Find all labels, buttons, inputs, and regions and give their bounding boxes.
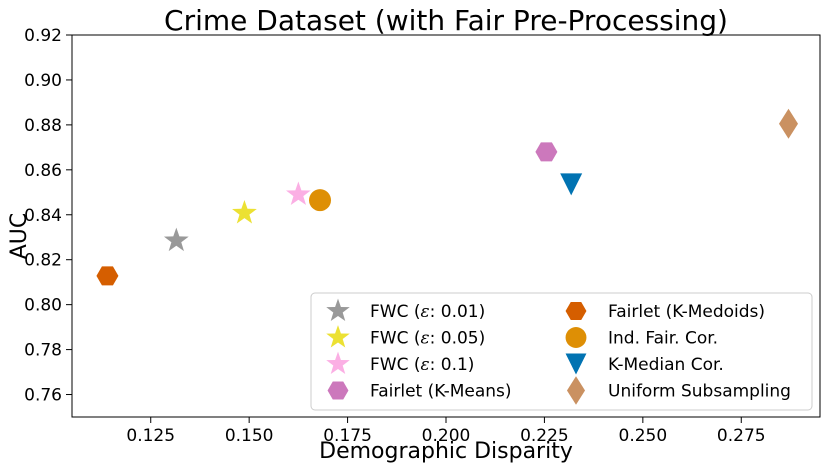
legend-label: Fairlet (K-Medoids) [608, 302, 765, 322]
legend-marker [326, 351, 350, 374]
y-axis-label: AUC [7, 213, 32, 260]
data-point [535, 142, 558, 162]
x-tick-label: 0.150 [225, 426, 274, 446]
data-point [560, 173, 583, 196]
legend-label: K-Median Cor. [608, 355, 724, 375]
legend-label: FWC (ε: 0.1) [370, 355, 474, 375]
y-tick-label: 0.82 [24, 251, 62, 271]
y-tick-label: 0.90 [24, 71, 62, 91]
chart-title: Crime Dataset (with Fair Pre-Processing) [164, 4, 728, 37]
data-point [286, 181, 311, 206]
x-axis-label: Demographic Disparity [319, 439, 573, 464]
x-tick-label: 0.200 [422, 426, 471, 446]
legend-label: Ind. Fair. Cor. [608, 329, 718, 349]
legend-marker [565, 353, 587, 375]
data-points [96, 108, 799, 286]
data-point [232, 199, 257, 224]
x-tick-label: 0.125 [126, 426, 175, 446]
x-axis: 0.125 0.150 0.175 0.200 0.225 0.250 0.275 [126, 417, 766, 446]
legend-marker [326, 298, 350, 321]
y-tick-label: 0.84 [24, 206, 62, 226]
legend-marker [566, 376, 586, 405]
y-tick-label: 0.88 [24, 116, 62, 136]
legend-label: Uniform Subsampling [608, 382, 791, 402]
y-tick-label: 0.92 [24, 26, 62, 46]
x-tick-label: 0.175 [323, 426, 372, 446]
legend-label: Fairlet (K-Means) [370, 382, 512, 402]
y-tick-label: 0.80 [24, 296, 62, 316]
y-tick-label: 0.76 [24, 386, 62, 406]
data-point [163, 227, 189, 252]
legend-marker [565, 301, 587, 321]
legend-marker [565, 327, 587, 348]
data-point [309, 189, 332, 212]
legend: FWC (ε: 0.01) FWC (ε: 0.05) FWC (ε: 0.1) Fa… [310, 292, 813, 411]
x-tick-label: 0.225 [520, 426, 569, 446]
legend-marker [326, 325, 350, 348]
data-point [96, 266, 119, 286]
legend-label: FWC (ε: 0.05) [370, 329, 485, 349]
legend-marker [327, 381, 349, 400]
y-axis: 0.76 0.78 0.80 0.82 0.84 0.86 0.88 0.90 0.92 [24, 26, 72, 406]
data-point [779, 108, 799, 139]
legend-box [310, 292, 813, 411]
y-tick-label: 0.78 [24, 341, 62, 361]
y-tick-label: 0.86 [24, 161, 62, 181]
legend-label: FWC (ε: 0.01) [370, 302, 485, 322]
plot-frame [71, 34, 821, 418]
x-tick-label: 0.250 [619, 426, 668, 446]
x-tick-label: 0.275 [717, 426, 766, 446]
